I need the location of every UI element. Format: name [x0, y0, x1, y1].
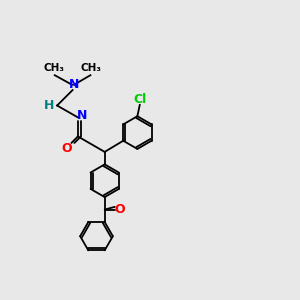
Text: CH₃: CH₃ [80, 63, 101, 74]
Text: N: N [69, 78, 79, 91]
Text: H: H [44, 99, 54, 112]
Text: O: O [61, 142, 72, 155]
Text: Cl: Cl [133, 93, 146, 106]
Text: O: O [115, 203, 125, 216]
Text: N: N [77, 109, 88, 122]
Text: CH₃: CH₃ [44, 63, 64, 74]
